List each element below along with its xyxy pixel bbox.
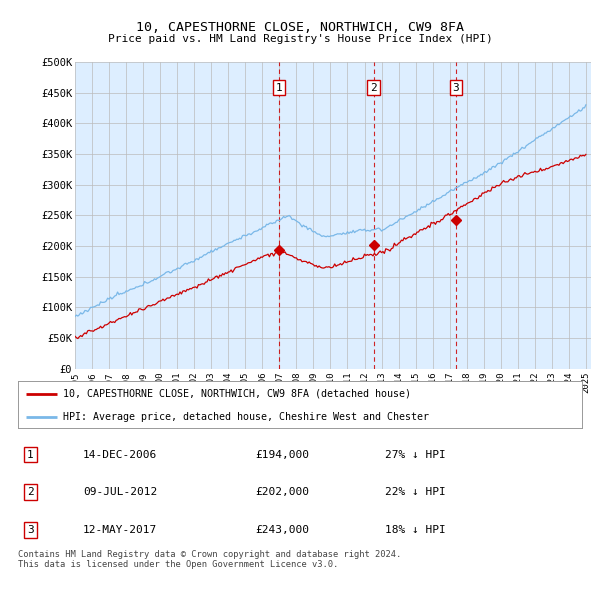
Text: 3: 3 <box>27 525 34 535</box>
Text: £194,000: £194,000 <box>255 450 309 460</box>
Text: 22% ↓ HPI: 22% ↓ HPI <box>385 487 445 497</box>
Text: 10, CAPESTHORNE CLOSE, NORTHWICH, CW9 8FA: 10, CAPESTHORNE CLOSE, NORTHWICH, CW9 8F… <box>136 21 464 34</box>
Text: 2: 2 <box>370 83 377 93</box>
Text: HPI: Average price, detached house, Cheshire West and Chester: HPI: Average price, detached house, Ches… <box>63 412 429 422</box>
Text: 2: 2 <box>27 487 34 497</box>
Text: 09-JUL-2012: 09-JUL-2012 <box>83 487 157 497</box>
Text: 14-DEC-2006: 14-DEC-2006 <box>83 450 157 460</box>
Text: £243,000: £243,000 <box>255 525 309 535</box>
Text: 10, CAPESTHORNE CLOSE, NORTHWICH, CW9 8FA (detached house): 10, CAPESTHORNE CLOSE, NORTHWICH, CW9 8F… <box>63 389 411 399</box>
Text: 1: 1 <box>27 450 34 460</box>
Text: Contains HM Land Registry data © Crown copyright and database right 2024.
This d: Contains HM Land Registry data © Crown c… <box>18 550 401 569</box>
Text: 12-MAY-2017: 12-MAY-2017 <box>83 525 157 535</box>
Text: 1: 1 <box>275 83 282 93</box>
Text: 27% ↓ HPI: 27% ↓ HPI <box>385 450 445 460</box>
Text: £202,000: £202,000 <box>255 487 309 497</box>
Text: 3: 3 <box>452 83 459 93</box>
Text: Price paid vs. HM Land Registry's House Price Index (HPI): Price paid vs. HM Land Registry's House … <box>107 34 493 44</box>
Text: 18% ↓ HPI: 18% ↓ HPI <box>385 525 445 535</box>
